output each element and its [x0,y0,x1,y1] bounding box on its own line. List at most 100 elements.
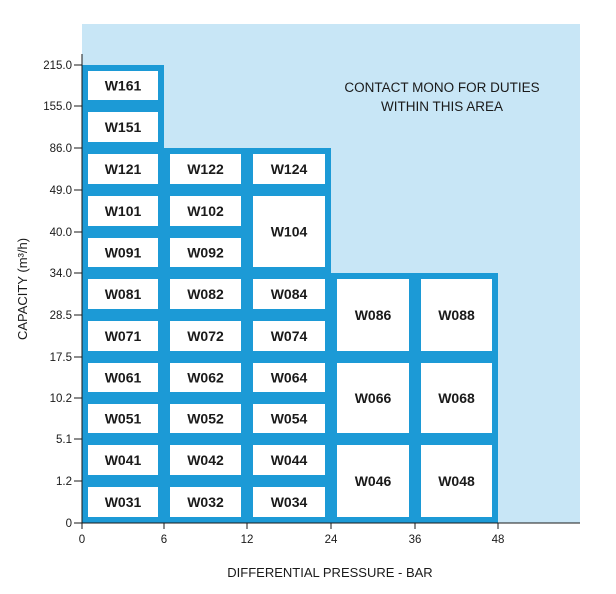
cell-inner [170,487,241,517]
pump-cell-w151: W151 [82,106,164,148]
cell-label: W104 [271,224,308,240]
pump-cell-w041: W041 [82,439,164,481]
y-tick-label: 40.0 [50,227,72,239]
pump-cell-w062: W062 [164,357,247,398]
cell-label: W091 [105,245,142,261]
cell-inner [253,321,325,351]
cell-label: W124 [271,161,308,177]
cell-inner [253,404,325,433]
cell-label: W122 [187,161,224,177]
cell-inner [88,154,158,184]
cell-label: W032 [187,494,224,510]
x-axis-title: DIFFERENTIAL PRESSURE - BAR [227,565,432,580]
x-tick-label: 0 [79,534,85,546]
cell-inner [170,279,241,309]
cell-label: W061 [105,370,142,386]
pump-cell-w101: W101 [82,190,164,232]
y-tick-label: 28.5 [50,310,72,322]
cell-inner [253,445,325,475]
cell-inner [170,404,241,433]
cell-inner [170,238,241,267]
pump-cell-w066: W066 [331,357,415,439]
pump-cell-w088: W088 [415,273,498,357]
x-tick-label: 48 [492,534,505,546]
pump-cell-w044: W044 [247,439,331,481]
pump-cell-w086: W086 [331,273,415,357]
pump-cell-w081: W081 [82,273,164,315]
cell-inner [253,487,325,517]
cell-inner [253,196,325,267]
cell-inner [88,238,158,267]
y-tick-label: 86.0 [50,143,72,155]
cell-label: W072 [187,328,224,344]
cell-inner [170,363,241,392]
cell-inner [337,363,409,433]
pump-cell-w091: W091 [82,232,164,273]
cell-label: W048 [438,473,475,489]
cell-label: W102 [187,203,224,219]
pump-cell-w122: W122 [164,148,247,190]
cell-inner [88,487,158,517]
cell-inner [88,321,158,351]
pump-cell-w042: W042 [164,439,247,481]
pump-cell-w052: W052 [164,398,247,439]
y-tick-label: 10.2 [50,393,72,405]
y-tick-label: 1.2 [56,476,72,488]
cell-inner [421,363,492,433]
cell-label: W092 [187,245,224,261]
cell-inner [88,71,158,100]
pump-cells: W161 W151 W121 W122 W124 W101 W102 W104 W091 W092… [82,65,498,523]
cell-inner [88,112,158,142]
cell-label: W042 [187,452,224,468]
pump-cell-w054: W054 [247,398,331,439]
cell-inner [88,196,158,226]
annotation-line: CONTACT MONO FOR DUTIES [344,80,539,95]
cell-inner [170,196,241,226]
pump-cell-w074: W074 [247,315,331,357]
cell-label: W068 [438,390,475,406]
pump-cell-w034: W034 [247,481,331,523]
pump-cell-w104: W104 [247,190,331,273]
cell-label: W082 [187,286,224,302]
y-tick-label: 0 [66,518,72,530]
cell-inner [88,445,158,475]
pump-cell-w124: W124 [247,148,331,190]
y-tick-label: 17.5 [50,352,72,364]
y-tick-label: 215.0 [43,60,72,72]
cell-inner [88,363,158,392]
y-axis-title: CAPACITY (m³/h) [15,238,30,340]
x-tick-label: 24 [325,534,338,546]
cell-label: W121 [105,161,142,177]
pump-cell-w048: W048 [415,439,498,523]
pump-cell-w064: W064 [247,357,331,398]
cell-label: W086 [355,307,392,323]
cell-label: W101 [105,203,142,219]
cell-inner [88,404,158,433]
cell-inner [88,279,158,309]
cell-label: W046 [355,473,392,489]
y-tick-label: 49.0 [50,185,72,197]
pump-cell-w084: W084 [247,273,331,315]
cell-inner [253,363,325,392]
pump-cell-w068: W068 [415,357,498,439]
cell-label: W071 [105,328,142,344]
cell-inner [421,445,492,517]
cell-inner [337,445,409,517]
cell-label: W064 [271,370,308,386]
cell-label: W044 [271,452,308,468]
pump-cell-w072: W072 [164,315,247,357]
cell-label: W088 [438,307,475,323]
pump-cell-w061: W061 [82,357,164,398]
cell-inner [421,279,492,351]
cell-label: W052 [187,411,224,427]
cell-inner [170,445,241,475]
cell-inner [253,154,325,184]
pump-cell-w102: W102 [164,190,247,232]
cell-inner [170,321,241,351]
pump-cell-w046: W046 [331,439,415,523]
cell-inner [170,154,241,184]
cell-label: W041 [105,452,142,468]
cell-label: W062 [187,370,224,386]
pump-cell-w092: W092 [164,232,247,273]
